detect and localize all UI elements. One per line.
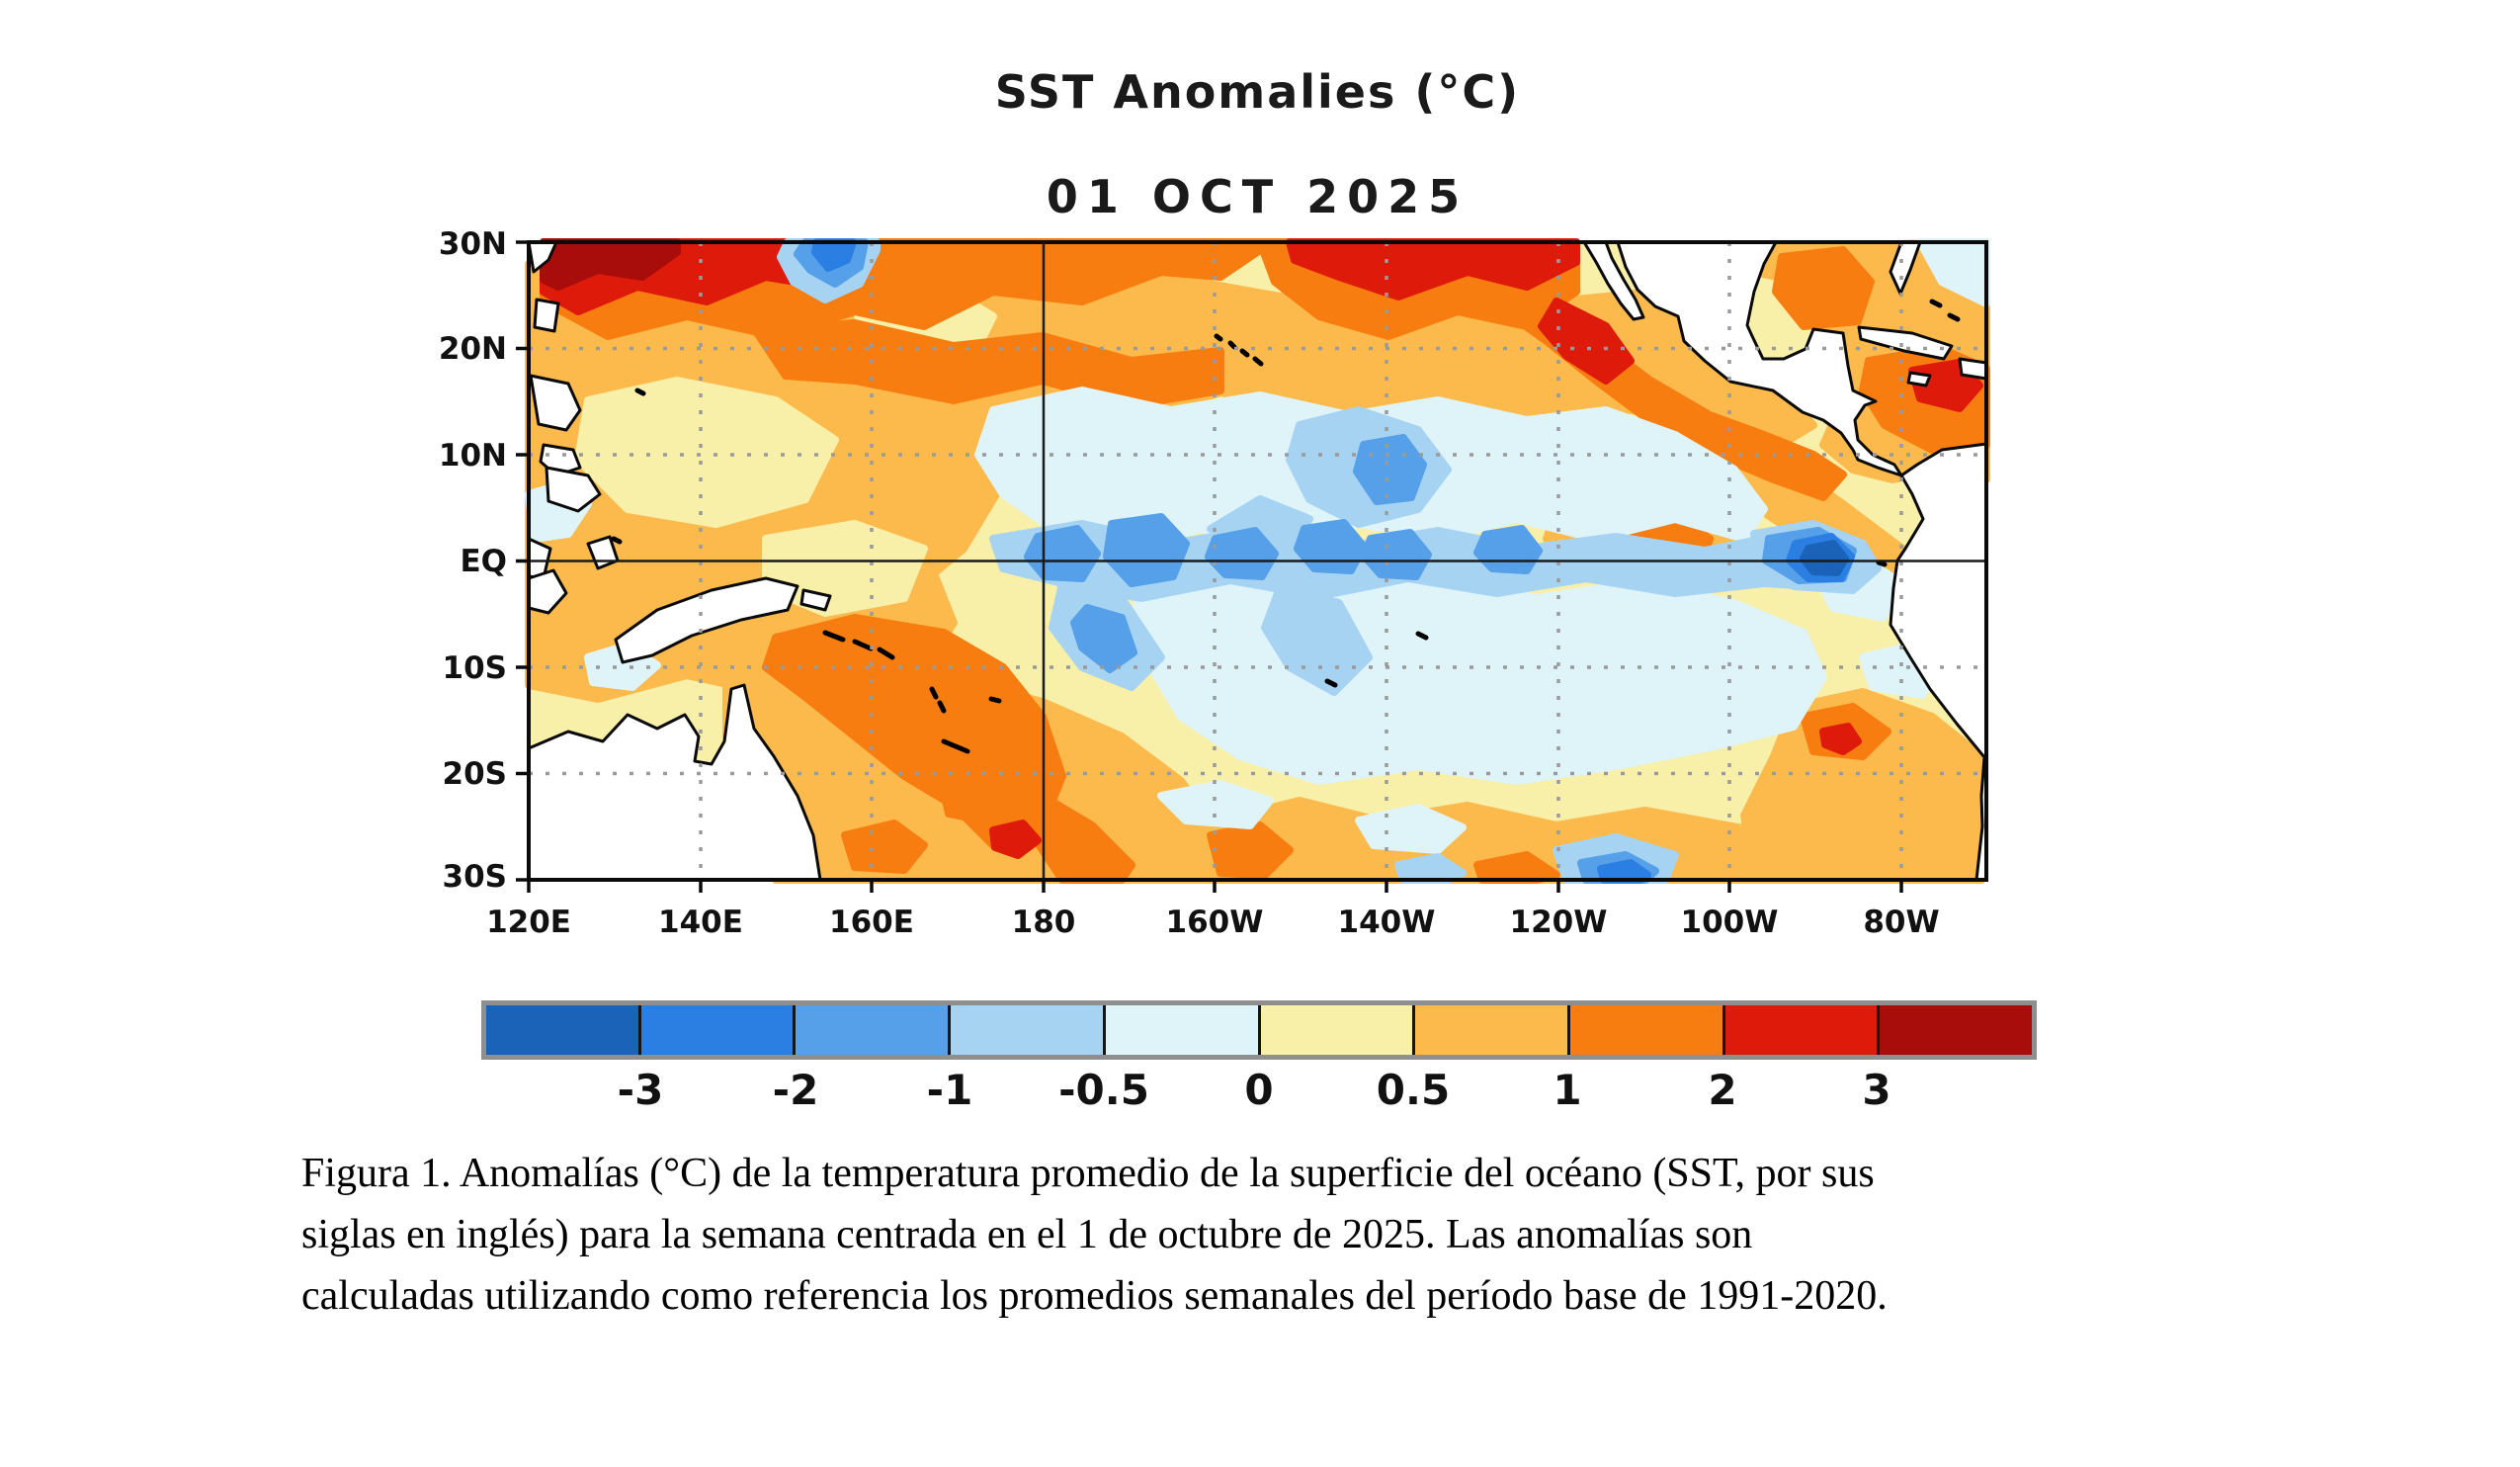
map-gridlines xyxy=(529,242,1986,880)
lat-axis: 30N 20N 10N EQ 10S 20S 30S xyxy=(439,226,507,895)
islands-society xyxy=(1324,678,1338,688)
lon-label-140e: 140E xyxy=(658,905,743,940)
islands-new-caledonia xyxy=(941,738,970,754)
islands-solomons xyxy=(822,630,895,660)
lon-label-120w: 120W xyxy=(1510,905,1608,940)
islands-fiji xyxy=(988,696,1002,704)
islands-vanuatu xyxy=(929,686,947,714)
islands-galapagos xyxy=(1876,560,1888,567)
lon-label-120e: 120E xyxy=(486,905,571,940)
colorbar-cell-neg2-1 xyxy=(793,1005,949,1055)
colorbar-label: 0.5 xyxy=(1376,1066,1451,1114)
lat-label-10n: 10N xyxy=(439,438,507,474)
colorbar-label: -2 xyxy=(772,1066,819,1114)
colorbar-label: 0 xyxy=(1244,1066,1274,1114)
lon-label-160e: 160E xyxy=(829,905,914,940)
colorbar-labels: -3 -2 -1 -0.5 0 0.5 1 2 3 xyxy=(481,1066,2037,1125)
colorbar-label: 2 xyxy=(1708,1066,1737,1114)
map-svg: 30N 20N 10N EQ 10S 20S 30S 120E 140E 160… xyxy=(439,226,1990,940)
figure-caption: Figura 1. Anomalías (°C) de la temperatu… xyxy=(301,1143,2288,1327)
colorbar-label: 3 xyxy=(1862,1066,1891,1114)
lon-axis: 120E 140E 160E 180 160W 140W 120W 100W 8… xyxy=(486,905,1940,940)
caption-line-1: Figura 1. Anomalías (°C) de la temperatu… xyxy=(301,1151,1875,1196)
caption-line-2: siglas en inglés) para la semana centrad… xyxy=(301,1212,1753,1257)
island-marks xyxy=(611,299,1961,754)
land-masses xyxy=(527,240,1988,882)
colorbar-cell-05-1 xyxy=(1412,1005,1567,1055)
land-taiwan xyxy=(533,298,560,333)
colorbar-cell-0-05 xyxy=(1257,1005,1413,1055)
anomaly-layer-dark-blue xyxy=(1800,540,1849,576)
islands-hawaii xyxy=(1214,333,1264,367)
colorbar-cell-2-3 xyxy=(1722,1005,1878,1055)
lon-label-180: 180 xyxy=(1012,905,1076,940)
colorbar xyxy=(481,1000,2037,1060)
caption-line-3: calculadas utilizando como referencia lo… xyxy=(301,1273,1888,1319)
colorbar-label: -0.5 xyxy=(1058,1066,1149,1114)
land-australia xyxy=(527,683,822,882)
colorbar-cell-neg05-0 xyxy=(1102,1005,1258,1055)
colorbar-cell-neg1-05 xyxy=(948,1005,1103,1055)
land-mindanao xyxy=(545,466,602,513)
lon-label-140w: 140W xyxy=(1338,905,1436,940)
chart-date: 01 OCT 2025 xyxy=(1046,170,1470,223)
lat-label-20s: 20S xyxy=(443,756,507,792)
lat-label-20n: 20N xyxy=(439,331,507,367)
land-new-britain xyxy=(799,588,832,612)
colorbar-cell-below-3 xyxy=(486,1005,638,1055)
land-hispaniola xyxy=(1958,357,1988,381)
lon-label-160w: 160W xyxy=(1166,905,1264,940)
land-jamaica xyxy=(1906,371,1932,388)
land-new-guinea xyxy=(614,576,799,664)
colorbar-label: 1 xyxy=(1553,1066,1582,1114)
colorbar-cell-1-2 xyxy=(1566,1005,1722,1055)
islands-marquesas xyxy=(1415,631,1429,641)
chart-title: SST Anomalies (°C) xyxy=(994,65,1521,119)
sst-anomaly-map: 30N 20N 10N EQ 10S 20S 30S 120E 140E 160… xyxy=(439,226,1990,940)
islands-bahamas xyxy=(1929,299,1961,322)
lat-label-10s: 10S xyxy=(443,650,507,686)
map-frame xyxy=(516,240,1988,893)
colorbar-label: -1 xyxy=(926,1066,973,1114)
lat-label-30s: 30S xyxy=(443,859,507,895)
land-baja-california xyxy=(1582,240,1645,321)
lat-label-eq: EQ xyxy=(460,544,507,579)
lat-label-30n: 30N xyxy=(439,226,507,262)
islands-palau xyxy=(611,388,646,545)
land-cuba xyxy=(1857,325,1954,361)
colorbar-label: -3 xyxy=(617,1066,664,1114)
land-luzon xyxy=(529,374,582,432)
colorbar-cell-neg3-2 xyxy=(637,1005,794,1055)
lon-label-100w: 100W xyxy=(1681,905,1779,940)
lon-label-80w: 80W xyxy=(1863,905,1939,940)
colorbar-cell-above-3 xyxy=(1877,1005,2033,1055)
